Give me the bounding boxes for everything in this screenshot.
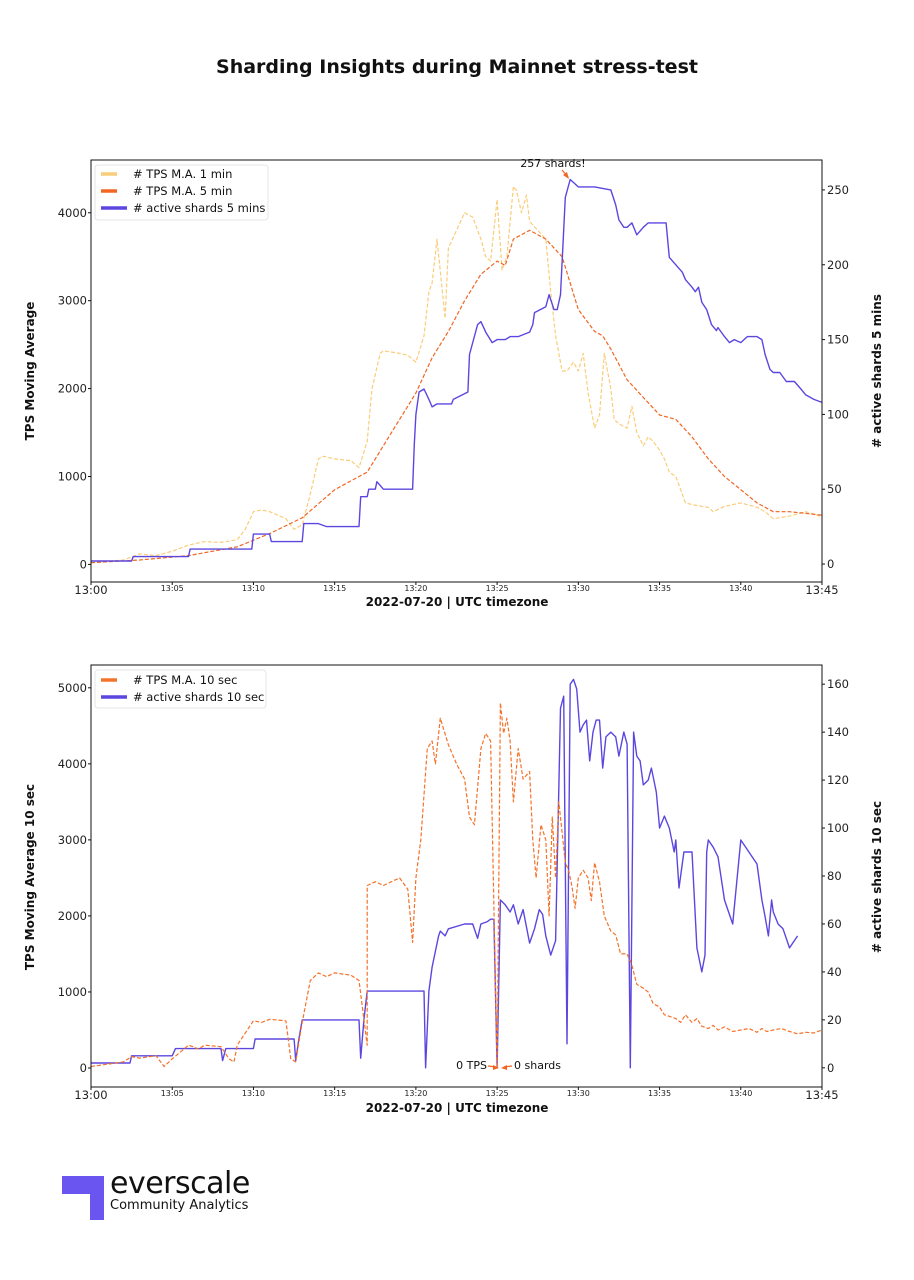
series-layer (90, 178, 823, 564)
y-tick-label-left: 4000 (58, 757, 87, 771)
x-tick-label: 13:15 (323, 584, 346, 593)
logo-subtitle: Community Analytics (110, 1198, 249, 1213)
x-tick-label: 13:05 (161, 1089, 184, 1098)
annotation-zero: 0 TPS 0 shards (456, 1059, 561, 1072)
everscale-logo: everscale Community Analytics (60, 1166, 260, 1222)
series-line-active-shards-5-mins (91, 178, 823, 562)
y-tick-label-right: 80 (827, 869, 842, 883)
x-tick-label: 13:25 (486, 1089, 509, 1098)
page-title: Sharding Insights during Mainnet stress-… (216, 56, 698, 78)
y-tick-label-left: 0 (80, 1061, 87, 1075)
plot-frame (90, 159, 823, 583)
y-tick-label-left: 3000 (58, 833, 87, 847)
x-tick-label: 13:20 (404, 584, 427, 593)
x-tick-label: 13:35 (648, 584, 671, 593)
legend-item-tps-10sec: # TPS M.A. 10 sec (133, 673, 237, 687)
series-line-tps-m-a-1-min (90, 185, 823, 564)
y-tick-label-right: 100 (827, 407, 849, 421)
y-axis-label-left: TPS Moving Average (23, 302, 37, 441)
x-tick-label: 13:30 (567, 584, 590, 593)
legend-item-tps-1min: # TPS M.A. 1 min (133, 167, 232, 181)
y-ticks-left: 0 1000 2000 3000 4000 (58, 206, 91, 571)
y-ticks-left: 0 1000 2000 3000 4000 5000 (58, 681, 91, 1075)
y-axis-label-right: # active shards 10 sec (870, 801, 884, 953)
x-ticks: 13:00 13:05 13:10 13:15 13:20 13:25 13:30 13:35… (74, 582, 839, 597)
y-tick-label-left: 0 (80, 557, 87, 571)
y-tick-label-left: 4000 (58, 206, 87, 220)
series-line-tps-m-a-5-min (90, 229, 823, 564)
x-tick-label: 13:10 (242, 584, 265, 593)
y-tick-label-right: 100 (827, 821, 849, 835)
y-tick-label-right: 20 (827, 1013, 842, 1027)
x-tick-label: 13:40 (729, 1089, 752, 1098)
everscale-logo-icon (62, 1176, 104, 1220)
legend-item-shards-10sec: # active shards 10 sec (133, 690, 264, 704)
y-tick-label-right: 60 (827, 917, 842, 931)
legend: # TPS M.A. 10 sec # active shards 10 sec (94, 669, 267, 709)
y-tick-label-right: 0 (827, 1061, 834, 1075)
y-tick-label-left: 2000 (58, 909, 87, 923)
series-layer (90, 678, 823, 1069)
x-tick-label: 13:45 (805, 1088, 838, 1102)
y-tick-label-right: 0 (827, 557, 834, 571)
y-tick-label-right: 50 (827, 482, 842, 496)
annotation-257-shards: 257 shards! (520, 157, 586, 179)
annotation-0-shards: 0 shards (514, 1059, 561, 1072)
chart-10sec: 13:00 13:05 13:10 13:15 13:20 13:25 13:30 13:35… (23, 664, 884, 1115)
x-tick-label: 13:35 (648, 1089, 671, 1098)
x-tick-label: 13:25 (486, 584, 509, 593)
plot-frame (90, 664, 823, 1088)
legend: # TPS M.A. 1 min # TPS M.A. 5 min # acti… (94, 164, 269, 221)
x-tick-label: 13:15 (323, 1089, 346, 1098)
series-line-tps-m-a-10-sec (90, 702, 823, 1069)
x-tick-label: 13:45 (805, 583, 838, 597)
y-tick-label-left: 2000 (58, 382, 87, 396)
x-tick-label: 13:30 (567, 1089, 590, 1098)
x-tick-label: 13:05 (161, 584, 184, 593)
x-tick-label: 13:00 (74, 583, 107, 597)
y-tick-label-left: 3000 (58, 294, 87, 308)
series-line-active-shards-10-sec (91, 678, 799, 1069)
annotation-0-tps: 0 TPS (456, 1059, 487, 1072)
legend-item-tps-5min: # TPS M.A. 5 min (133, 184, 232, 198)
legend-item-shards-5min: # active shards 5 mins (133, 201, 265, 215)
y-tick-label-left: 5000 (58, 681, 87, 695)
x-tick-label: 13:00 (74, 1088, 107, 1102)
annotation-text: 257 shards! (520, 157, 585, 170)
x-ticks: 13:00 13:05 13:10 13:15 13:20 13:25 13:30 13:35… (74, 1087, 839, 1102)
legend-box (94, 164, 269, 221)
y-tick-label-left: 1000 (58, 470, 87, 484)
x-tick-label: 13:40 (729, 584, 752, 593)
chart-5min: 13:00 13:05 13:10 13:15 13:20 13:25 13:30 13:35… (23, 157, 884, 609)
y-ticks-right: 0 20 40 60 80 100 120 140 160 (822, 677, 849, 1075)
y-tick-label-right: 200 (827, 258, 849, 272)
x-axis-label: 2022-07-20 | UTC timezone (366, 1101, 549, 1115)
y-axis-label-right: # active shards 5 mins (870, 294, 884, 448)
y-tick-label-right: 140 (827, 725, 849, 739)
logo-wordmark: everscale (110, 1166, 250, 1201)
y-tick-label-right: 160 (827, 677, 849, 691)
y-tick-label-right: 250 (827, 183, 849, 197)
y-tick-label-right: 150 (827, 333, 849, 347)
y-axis-label-left: TPS Moving Average 10 sec (23, 784, 37, 970)
y-tick-label-right: 40 (827, 965, 842, 979)
x-tick-label: 13:10 (242, 1089, 265, 1098)
y-ticks-right: 0 50 100 150 200 250 (822, 183, 849, 571)
legend-box (94, 669, 267, 709)
x-tick-label: 13:20 (404, 1089, 427, 1098)
x-axis-label: 2022-07-20 | UTC timezone (366, 595, 549, 609)
y-tick-label-right: 120 (827, 773, 849, 787)
y-tick-label-left: 1000 (58, 985, 87, 999)
